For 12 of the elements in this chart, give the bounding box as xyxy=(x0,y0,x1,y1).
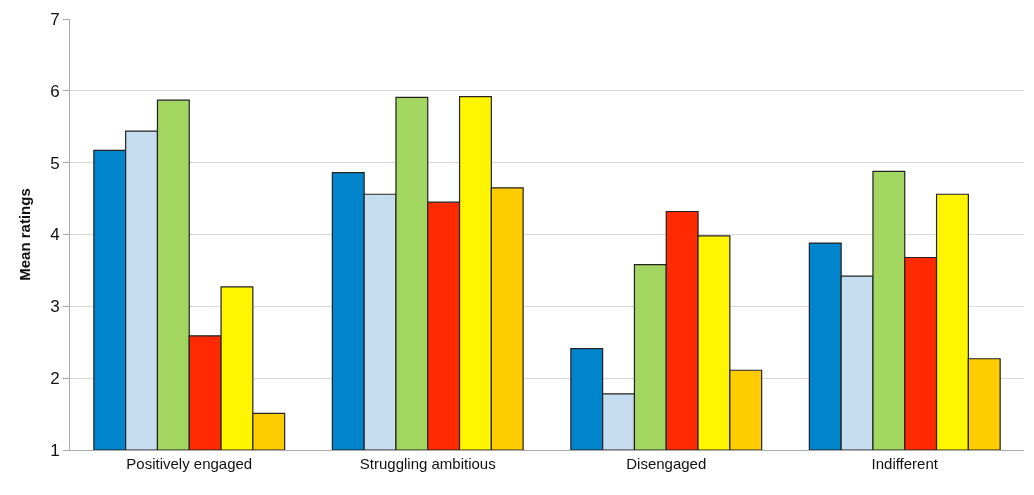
x-tick-label: Disengaged xyxy=(626,455,707,472)
x-tick-label: Positively engaged xyxy=(126,455,253,472)
y-tick-label: 4 xyxy=(50,225,60,245)
y-tick-label: 1 xyxy=(50,440,60,460)
x-tick-label: Struggling ambitious xyxy=(359,455,496,472)
y-axis-title: Mean ratings xyxy=(16,188,34,281)
y-tick-label: 2 xyxy=(50,369,60,389)
y-tick-label: 3 xyxy=(50,297,60,317)
y-tick-label: 7 xyxy=(50,9,60,29)
x-tick-label: Indifferent xyxy=(871,455,939,472)
y-tick-label: 6 xyxy=(50,81,60,101)
y-tick-label: 5 xyxy=(50,153,60,173)
